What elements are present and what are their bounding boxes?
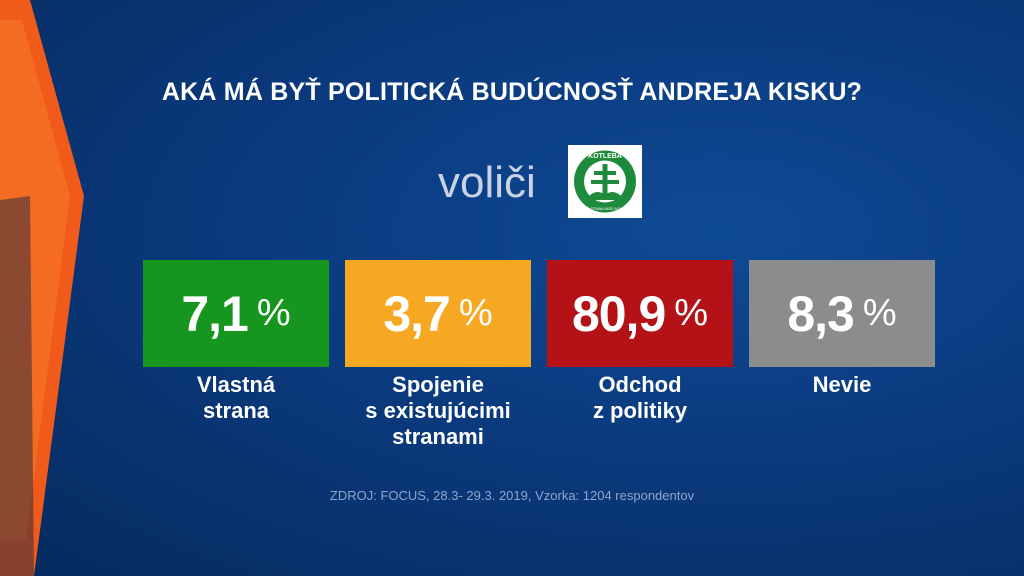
result-value: 3,7 bbox=[383, 285, 451, 342]
percent-sign: % bbox=[674, 292, 709, 334]
caption-line: Odchod bbox=[598, 372, 682, 397]
caption-line: Nevie bbox=[812, 372, 872, 397]
percent-sign: % bbox=[458, 292, 493, 334]
result-value: 8,3 bbox=[787, 285, 855, 342]
logo-text-top: KOTLEBA bbox=[588, 153, 622, 160]
caption-line: Spojenie bbox=[392, 372, 484, 397]
percent-sign: % bbox=[862, 292, 897, 334]
percent-sign: % bbox=[256, 292, 291, 334]
source-note: ZDROJ: FOCUS, 28.3- 29.3. 2019, Vzorka: … bbox=[329, 488, 695, 503]
result-caption-4: Nevie bbox=[749, 372, 935, 398]
logo-text-bottom: ĽUDOVÁ STRANA NAŠE SLOVENSKO bbox=[577, 206, 634, 211]
result-caption-2: Spojenie s existujúcimi stranami bbox=[345, 372, 531, 450]
result-box-1: 7,1% bbox=[143, 260, 329, 367]
result-caption-1: Vlastná strana bbox=[143, 372, 329, 424]
kotleba-party-logo: KOTLEBA ĽUDOVÁ STRANA NAŠE SLOVENSKO bbox=[568, 145, 642, 218]
orange-chevron-decoration bbox=[0, 0, 84, 576]
caption-line: stranami bbox=[392, 424, 484, 449]
caption-line: s existujúcimi bbox=[365, 398, 511, 423]
result-box-3: 80,9% bbox=[547, 260, 733, 367]
caption-line: Vlastná bbox=[196, 372, 276, 397]
result-box-4: 8,3% bbox=[749, 260, 935, 367]
voters-label: voliči bbox=[438, 158, 536, 207]
caption-line: z politiky bbox=[592, 398, 688, 423]
result-value: 7,1 bbox=[181, 285, 249, 342]
page-title: AKÁ MÁ BYŤ POLITICKÁ BUDÚCNOSŤ ANDREJA K… bbox=[161, 78, 863, 106]
caption-line: strana bbox=[202, 398, 270, 423]
result-box-2: 3,7% bbox=[345, 260, 531, 367]
result-value: 80,9 bbox=[571, 285, 666, 342]
result-caption-3: Odchod z politiky bbox=[547, 372, 733, 424]
